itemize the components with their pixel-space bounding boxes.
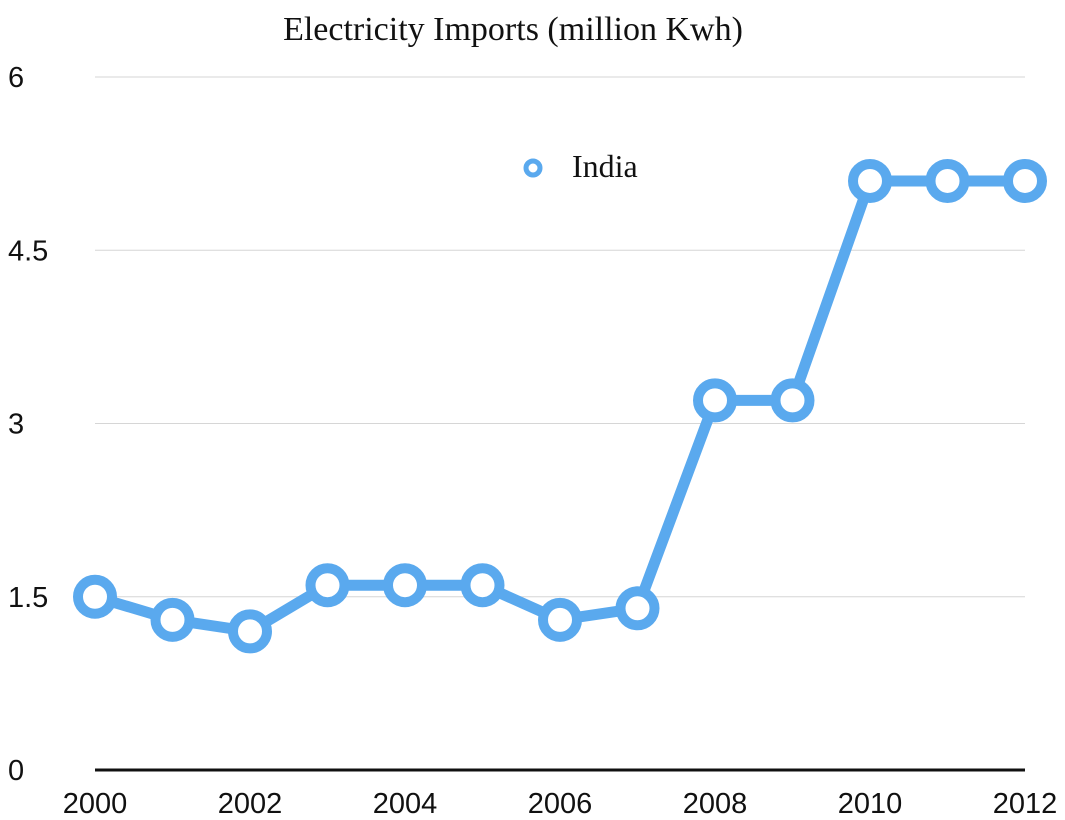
y-tick-label: 6 [8,62,24,94]
data-point [848,158,892,203]
x-tick-label: 2004 [373,788,438,820]
data-point [73,574,117,619]
data-point [383,563,427,608]
data-point [538,597,582,642]
x-tick-label: 2006 [528,788,593,820]
legend-label-india: India [572,148,638,184]
data-point [460,563,505,608]
series-india [73,158,1047,654]
data-point [770,378,815,423]
y-tick-label: 0 [8,755,24,787]
y-tick-label: 3 [8,409,24,441]
x-axis-ticks: 2000 2002 2004 2006 2008 2010 2012 [63,788,1058,820]
data-point [693,378,737,423]
data-point [305,563,350,608]
legend: India [523,148,638,184]
x-tick-label: 2008 [683,788,748,820]
x-tick-label: 2010 [838,788,903,820]
x-tick-label: 2012 [993,788,1058,820]
data-point [925,158,970,203]
y-axis-ticks: 0 1.5 3 4.5 6 [8,62,48,787]
data-point [228,609,272,654]
y-tick-label: 1.5 [8,582,48,614]
legend-marker-india [523,158,543,178]
data-point [615,586,660,631]
data-point [1003,158,1047,203]
x-tick-label: 2000 [63,788,128,820]
data-point [150,597,195,642]
series-line [89,175,1031,637]
gridlines [95,76,1025,598]
x-tick-label: 2002 [218,788,283,820]
chart-title: Electricity Imports (million Kwh) [283,11,743,48]
y-tick-label: 4.5 [8,235,48,267]
